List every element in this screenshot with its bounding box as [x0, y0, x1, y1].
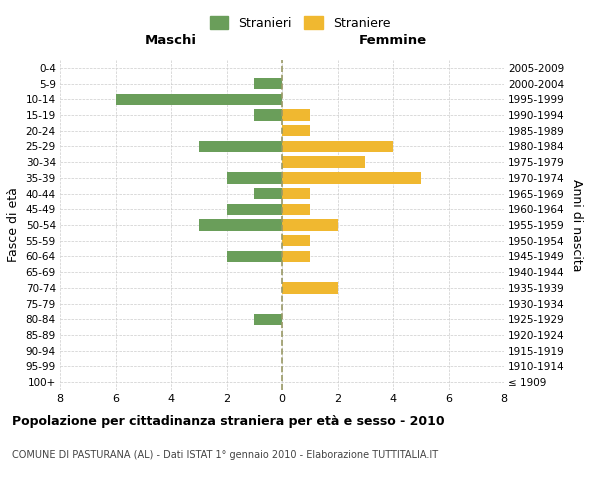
Bar	[282, 156, 365, 168]
Bar	[282, 188, 310, 199]
Bar	[254, 78, 282, 89]
Bar	[199, 220, 282, 230]
Bar	[254, 110, 282, 120]
Bar	[282, 235, 310, 246]
Legend: Stranieri, Straniere: Stranieri, Straniere	[205, 11, 395, 35]
Bar	[282, 251, 310, 262]
Bar	[254, 314, 282, 325]
Y-axis label: Anni di nascita: Anni di nascita	[571, 179, 583, 271]
Bar	[227, 251, 282, 262]
Bar	[282, 204, 310, 215]
Text: COMUNE DI PASTURANA (AL) - Dati ISTAT 1° gennaio 2010 - Elaborazione TUTTITALIA.: COMUNE DI PASTURANA (AL) - Dati ISTAT 1°…	[12, 450, 438, 460]
Y-axis label: Fasce di età: Fasce di età	[7, 188, 20, 262]
Bar	[199, 141, 282, 152]
Bar	[282, 141, 393, 152]
Bar	[282, 125, 310, 136]
Bar	[254, 188, 282, 199]
Bar	[282, 282, 337, 294]
Bar	[115, 94, 282, 105]
Text: Popolazione per cittadinanza straniera per età e sesso - 2010: Popolazione per cittadinanza straniera p…	[12, 415, 445, 428]
Bar	[282, 110, 310, 120]
Bar	[282, 172, 421, 184]
Bar	[227, 172, 282, 184]
Bar	[227, 204, 282, 215]
Text: Femmine: Femmine	[359, 34, 427, 48]
Text: Maschi: Maschi	[145, 34, 197, 48]
Bar	[282, 220, 337, 230]
